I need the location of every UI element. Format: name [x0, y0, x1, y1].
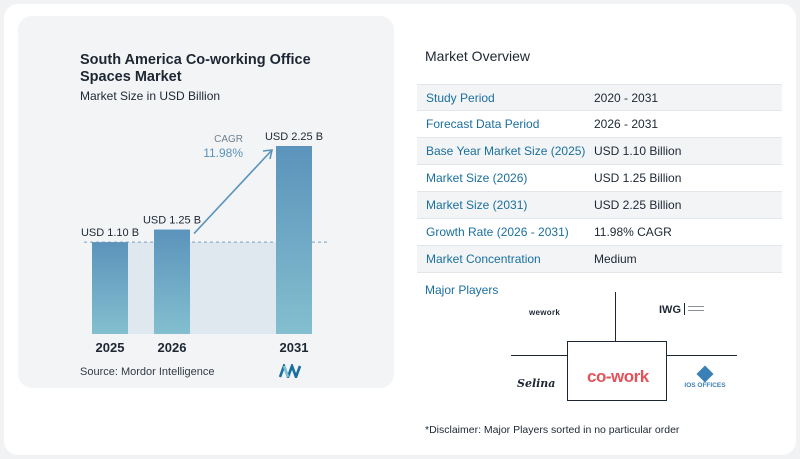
data-label-2025: USD 1.10 B	[81, 227, 139, 239]
overview-table: Study Period 2020 - 2031 Forecast Data P…	[417, 84, 782, 273]
overview-label: Growth Rate (2026 - 2031)	[426, 225, 569, 239]
ios-offices-text: IOS OFFICES	[684, 382, 726, 389]
cagr-label: CAGR	[214, 134, 243, 145]
mordor-logo-icon	[279, 364, 302, 378]
cagr-arrow-line	[193, 149, 273, 235]
divider	[615, 292, 616, 342]
chart-subtitle: Market Size in USD Billion	[80, 89, 221, 103]
x-tick-2026: 2026	[158, 340, 187, 355]
bar-2025	[92, 242, 128, 334]
page-container	[4, 4, 796, 455]
selina-logo: Selina	[517, 377, 556, 390]
base-level-band	[92, 242, 312, 334]
overview-value: 2020 - 2031	[594, 90, 659, 105]
data-label-2026: USD 1.25 B	[143, 215, 201, 227]
overview-label: Market Size (2026)	[426, 171, 528, 185]
bar-chart: USD 1.10 B 2025 USD 1.25 B 2026 USD 2.25 B 20…	[81, 131, 330, 355]
overview-label: Market Concentration	[426, 252, 541, 266]
overview-row: Market Size (2026) USD 1.25 Billion	[417, 165, 782, 192]
overview-title: Market Overview	[425, 48, 531, 64]
overview-label: Forecast Data Period	[426, 117, 540, 131]
chart-title: South America Co-working Office Spaces M…	[80, 52, 311, 85]
overview-value: 11.98% CAGR	[594, 225, 672, 239]
overview-value: 2026 - 2031	[594, 117, 659, 131]
overview-row: Base Year Market Size (2025) USD 1.10 Bi…	[417, 138, 782, 165]
overview-label: Base Year Market Size (2025)	[426, 144, 586, 158]
cowork-logo: co-work	[587, 367, 649, 386]
iwg-logo: IWG	[659, 303, 704, 316]
x-tick-2025: 2025	[96, 340, 125, 355]
overview-row: Study Period 2020 - 2031	[417, 84, 782, 111]
bar-2031	[276, 146, 312, 334]
cagr-arrow-head	[262, 149, 274, 160]
data-label-2031: USD 2.25 B	[265, 131, 323, 143]
overview-value: USD 1.25 Billion	[594, 171, 682, 185]
x-tick-2031: 2031	[280, 340, 309, 355]
source-note: Source: Mordor Intelligence	[80, 366, 215, 378]
featured-player-box	[567, 341, 667, 401]
bar-2026	[154, 229, 190, 334]
divider	[667, 355, 737, 356]
overview-label: Study Period	[426, 90, 495, 105]
disclaimer: *Disclaimer: Major Players sorted in no …	[425, 424, 680, 436]
overview-value: USD 2.25 Billion	[594, 198, 682, 212]
divider	[511, 355, 567, 356]
overview-row: Market Size (2031) USD 2.25 Billion	[417, 192, 782, 219]
wework-logo: wework	[529, 308, 561, 317]
major-players-title: Major Players	[425, 283, 499, 297]
iwg-logo-text: IWG	[659, 304, 681, 316]
major-players-grid: wework IWG Selina co-work IOS OFFICES	[505, 290, 745, 405]
overview-value: Medium	[594, 252, 637, 266]
overview-row: Forecast Data Period 2026 - 2031	[417, 111, 782, 138]
ios-offices-logo: IOS OFFICES	[675, 365, 735, 389]
ios-offices-icon	[696, 365, 714, 383]
overview-value: USD 1.10 Billion	[594, 144, 682, 158]
iwg-tagline-mark	[684, 303, 704, 315]
overview-label: Market Size (2031)	[426, 198, 528, 212]
overview-row: Market Concentration Medium	[417, 246, 782, 273]
cagr-value: 11.98%	[203, 146, 243, 160]
overview-row: Growth Rate (2026 - 2031) 11.98% CAGR	[417, 219, 782, 246]
